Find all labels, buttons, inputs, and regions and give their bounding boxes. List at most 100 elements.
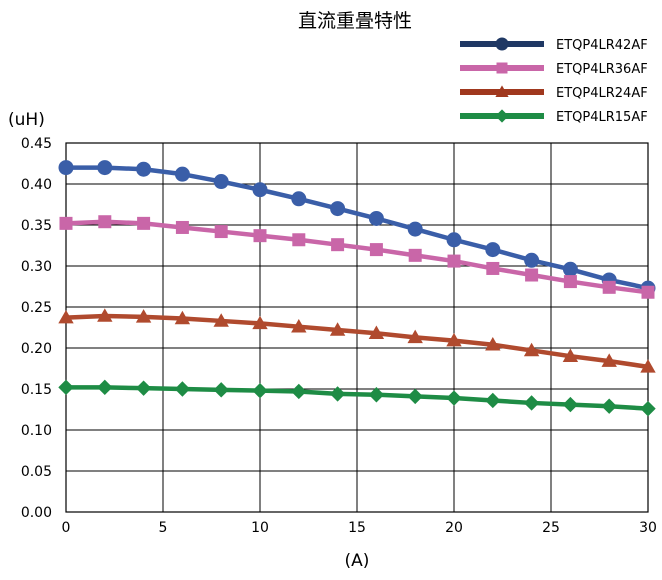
data-point xyxy=(640,359,656,373)
series-line xyxy=(66,385,649,411)
legend-label: ETQP4LR24AF xyxy=(556,86,648,101)
data-point xyxy=(446,332,462,347)
y-tick-label: 0.00 xyxy=(21,505,52,521)
data-point xyxy=(253,229,267,243)
data-point xyxy=(485,392,501,409)
legend-item: ETQP4LR42AF xyxy=(460,37,648,53)
legend-marker xyxy=(496,62,508,74)
x-tick-label: 0 xyxy=(62,520,71,536)
series-ETQP4LR42AF xyxy=(58,160,656,296)
y-tick-label: 0.15 xyxy=(21,382,52,398)
series-line xyxy=(65,219,649,295)
x-tick-label: 25 xyxy=(542,520,560,536)
data-point xyxy=(601,398,617,414)
series-line xyxy=(66,165,649,291)
data-point xyxy=(58,379,74,396)
data-point xyxy=(291,383,307,400)
data-point xyxy=(446,232,462,248)
data-point xyxy=(137,216,151,230)
data-point xyxy=(175,220,189,234)
data-point xyxy=(98,215,112,229)
series-ETQP4LR15AF xyxy=(58,379,656,417)
data-point xyxy=(136,161,152,177)
data-point xyxy=(291,191,307,207)
data-point xyxy=(174,310,191,325)
data-point xyxy=(213,313,229,327)
x-tick-label: 5 xyxy=(159,520,168,536)
data-point xyxy=(252,382,268,399)
y-tick-label: 0.10 xyxy=(21,423,52,439)
x-axis-unit-label: (A) xyxy=(345,551,370,571)
y-tick-label: 0.30 xyxy=(21,259,52,275)
x-tick-label: 10 xyxy=(251,520,269,536)
data-point xyxy=(485,242,501,258)
y-tick-label: 0.40 xyxy=(21,177,52,193)
data-point xyxy=(641,285,655,299)
legend-item: ETQP4LR36AF xyxy=(460,62,648,77)
data-point xyxy=(368,325,385,340)
series-ETQP4LR24AF xyxy=(58,308,656,373)
data-point xyxy=(601,353,617,367)
data-point xyxy=(407,221,423,237)
data-point xyxy=(59,216,73,230)
data-point xyxy=(97,308,113,322)
data-point xyxy=(329,322,346,336)
x-tick-label: 15 xyxy=(348,520,366,536)
axis-tick-labels: 0.00 0.05 0.10 0.15 0.20 0.25 0.30 0.35 0.40 0.45… xyxy=(21,136,657,536)
x-tick-label: 20 xyxy=(445,520,463,536)
legend-marker xyxy=(495,37,509,51)
data-point xyxy=(331,238,345,252)
data-point xyxy=(291,318,307,333)
legend-item: ETQP4LR24AF xyxy=(460,85,648,101)
data-point xyxy=(562,396,579,413)
data-point xyxy=(135,309,152,323)
data-point xyxy=(292,233,306,247)
data-point xyxy=(368,387,385,403)
data-point xyxy=(213,174,229,190)
y-axis-unit-label: (uH) xyxy=(8,110,45,130)
data-point xyxy=(407,329,423,344)
data-point xyxy=(252,315,268,330)
data-point xyxy=(97,379,113,396)
series-layer xyxy=(58,160,656,417)
data-point xyxy=(562,261,578,277)
data-point xyxy=(525,268,539,282)
legend-label: ETQP4LR42AF xyxy=(556,38,648,53)
data-point xyxy=(58,309,74,324)
y-tick-label: 0.35 xyxy=(21,218,52,234)
x-tick-label: 30 xyxy=(639,520,657,536)
data-point xyxy=(214,225,228,239)
legend-item: ETQP4LR15AF xyxy=(460,109,648,125)
data-point xyxy=(213,382,229,398)
legend-label: ETQP4LR15AF xyxy=(556,110,648,125)
data-point xyxy=(407,388,423,405)
series-ETQP4LR36AF xyxy=(59,215,655,299)
y-tick-label: 0.05 xyxy=(21,464,52,480)
y-tick-label: 0.25 xyxy=(21,300,52,316)
data-point xyxy=(562,348,579,362)
data-point xyxy=(447,254,461,268)
y-tick-label: 0.20 xyxy=(21,341,52,357)
data-point xyxy=(252,182,268,198)
data-point xyxy=(174,166,190,182)
data-point xyxy=(486,261,500,275)
data-point xyxy=(368,210,384,226)
data-point xyxy=(523,342,540,357)
legend-marker xyxy=(495,85,509,97)
data-point xyxy=(135,380,152,396)
data-point xyxy=(563,275,577,289)
data-point xyxy=(446,390,462,406)
data-point xyxy=(523,395,540,411)
data-point xyxy=(408,248,422,262)
y-tick-label: 0.45 xyxy=(21,136,52,152)
plot-area-border xyxy=(65,142,649,513)
data-point xyxy=(330,201,346,217)
series-line xyxy=(65,313,649,370)
data-point xyxy=(58,160,74,176)
data-point xyxy=(174,381,191,397)
data-point xyxy=(97,160,113,176)
data-point xyxy=(602,280,616,294)
data-point xyxy=(369,243,383,257)
